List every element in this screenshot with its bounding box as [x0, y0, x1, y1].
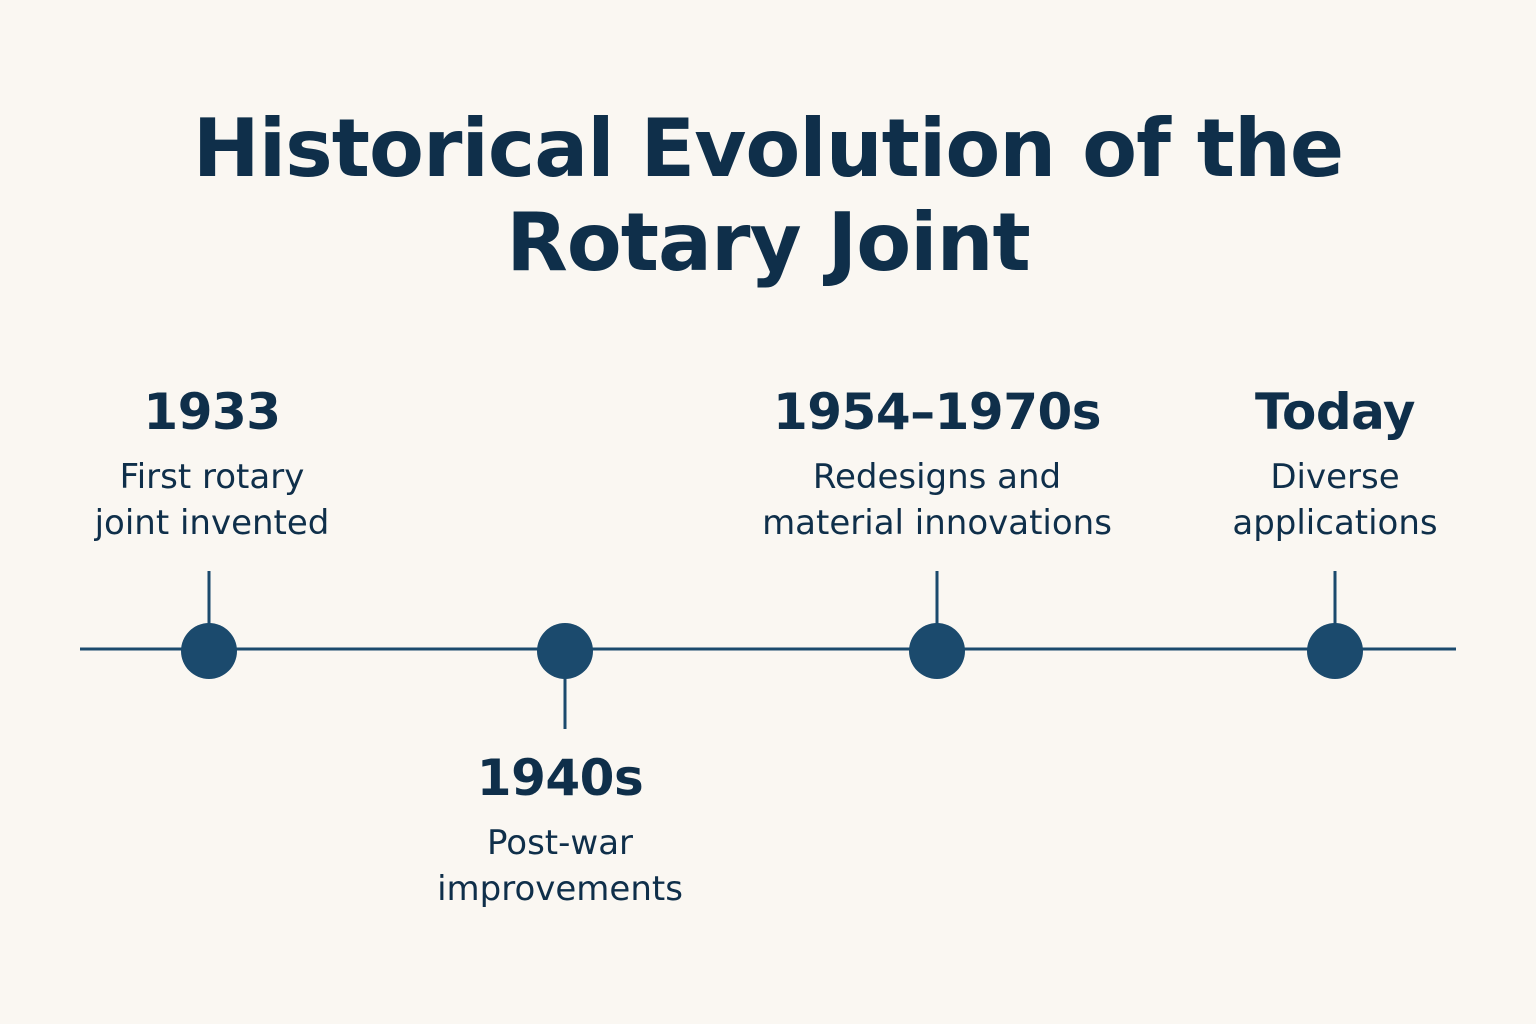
- event-description-line-2: applications: [1232, 503, 1438, 543]
- event-1933: 1933 First rotary joint invented: [2, 382, 422, 546]
- event-description: Post-war improvements: [350, 820, 770, 912]
- event-year: 1954–1970s: [772, 383, 1102, 441]
- title-line-2: Rotary Joint: [506, 196, 1031, 289]
- node-1954-1970s: [909, 623, 965, 679]
- event-description-line-1: Diverse: [1270, 457, 1400, 497]
- event-description-line-2: improvements: [437, 869, 683, 909]
- event-description: Redesigns and material innovations: [727, 454, 1147, 546]
- event-year: Today: [1255, 383, 1415, 441]
- event-description: First rotary joint invented: [2, 454, 422, 546]
- title-line-1: Historical Evolution of the: [192, 102, 1344, 195]
- event-1940s: 1940s Post-war improvements: [350, 748, 770, 912]
- event-year: 1933: [143, 383, 281, 441]
- event-description: Diverse applications: [1125, 454, 1536, 546]
- event-year: 1940s: [476, 749, 644, 807]
- event-today: Today Diverse applications: [1125, 382, 1536, 546]
- event-description-line-1: Post-war: [486, 823, 634, 863]
- page-title: Historical Evolution of the Rotary Joint: [0, 102, 1536, 290]
- node-1933: [181, 623, 237, 679]
- event-description-line-2: joint invented: [94, 503, 330, 543]
- node-1940s: [537, 623, 593, 679]
- event-description-line-1: First rotary: [119, 457, 305, 497]
- node-today: [1307, 623, 1363, 679]
- event-1954-1970s: 1954–1970s Redesigns and material innova…: [727, 382, 1147, 546]
- event-description-line-1: Redesigns and: [812, 457, 1062, 497]
- event-description-line-2: material innovations: [762, 503, 1112, 543]
